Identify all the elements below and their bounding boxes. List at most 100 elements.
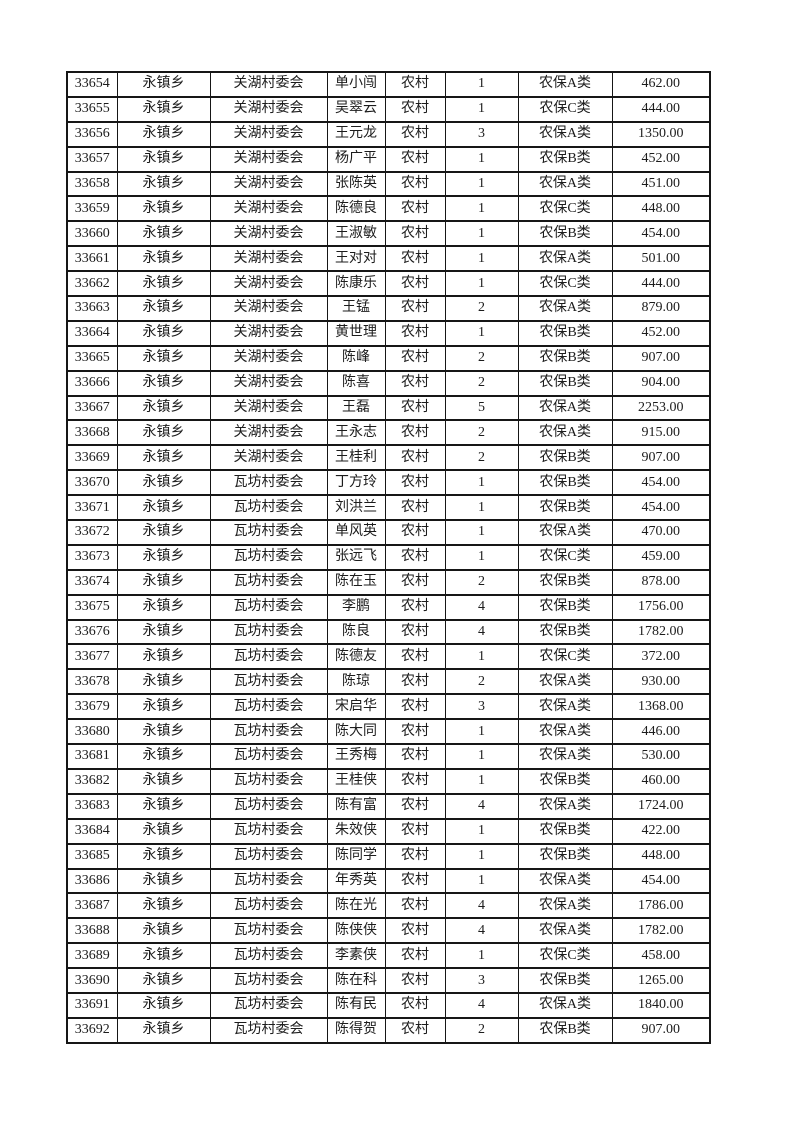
cell-person-name: 王元龙 — [326, 120, 386, 148]
cell-amount: 930.00 — [611, 668, 711, 696]
cell-residence-type: 农村 — [384, 842, 446, 870]
cell-serial-number: 33666 — [66, 369, 118, 397]
table-row: 33656 永镇乡 关湖村委会 王元龙 农村 3 农保A类 1350.00 — [66, 120, 711, 148]
table-row: 33679 永镇乡 瓦坊村委会 宋启华 农村 3 农保A类 1368.00 — [66, 693, 711, 721]
cell-amount: 915.00 — [611, 419, 711, 447]
cell-person-count: 1 — [444, 942, 519, 970]
cell-person-count: 1 — [444, 767, 519, 795]
cell-person-name: 吴翠云 — [326, 95, 386, 123]
cell-serial-number: 33654 — [66, 71, 118, 98]
cell-serial-number: 33665 — [66, 344, 118, 372]
table-row: 33663 永镇乡 关湖村委会 王锰 农村 2 农保A类 879.00 — [66, 295, 711, 322]
cell-person-name: 陈侠侠 — [326, 917, 386, 945]
cell-person-name: 王对对 — [326, 245, 386, 273]
cell-person-name: 单风英 — [326, 519, 386, 546]
cell-township: 永镇乡 — [116, 494, 211, 522]
cell-serial-number: 33684 — [66, 817, 118, 845]
cell-village-committee: 瓦坊村委会 — [209, 519, 328, 546]
cell-township: 永镇乡 — [116, 394, 211, 422]
cell-person-count: 2 — [444, 344, 519, 372]
cell-township: 永镇乡 — [116, 71, 211, 98]
cell-amount: 454.00 — [611, 867, 711, 895]
cell-amount: 530.00 — [611, 743, 711, 770]
table-row: 33673 永镇乡 瓦坊村委会 张远飞 农村 1 农保C类 459.00 — [66, 543, 711, 571]
cell-township: 永镇乡 — [116, 220, 211, 248]
cell-serial-number: 33675 — [66, 593, 118, 621]
cell-person-count: 4 — [444, 991, 519, 1019]
table-row: 33690 永镇乡 瓦坊村委会 陈在科 农村 3 农保B类 1265.00 — [66, 967, 711, 994]
cell-person-name: 王锰 — [326, 295, 386, 322]
cell-village-committee: 瓦坊村委会 — [209, 718, 328, 746]
cell-village-committee: 瓦坊村委会 — [209, 469, 328, 497]
table-row: 33669 永镇乡 关湖村委会 王桂利 农村 2 农保B类 907.00 — [66, 444, 711, 472]
cell-insurance-category: 农保A类 — [517, 71, 613, 98]
cell-insurance-category: 农保A类 — [517, 718, 613, 746]
cell-township: 永镇乡 — [116, 543, 211, 571]
cell-person-count: 1 — [444, 220, 519, 248]
cell-residence-type: 农村 — [384, 195, 446, 223]
cell-person-name: 陈在光 — [326, 892, 386, 920]
cell-amount: 1782.00 — [611, 917, 711, 945]
cell-village-committee: 关湖村委会 — [209, 295, 328, 322]
cell-serial-number: 33657 — [66, 145, 118, 173]
cell-person-count: 1 — [444, 643, 519, 671]
cell-residence-type: 农村 — [384, 543, 446, 571]
cell-township: 永镇乡 — [116, 767, 211, 795]
cell-township: 永镇乡 — [116, 170, 211, 198]
cell-residence-type: 农村 — [384, 718, 446, 746]
cell-insurance-category: 农保B类 — [517, 967, 613, 994]
cell-residence-type: 农村 — [384, 792, 446, 820]
cell-amount: 501.00 — [611, 245, 711, 273]
cell-village-committee: 关湖村委会 — [209, 344, 328, 372]
cell-serial-number: 33669 — [66, 444, 118, 472]
cell-insurance-category: 农保B类 — [517, 842, 613, 870]
cell-village-committee: 瓦坊村委会 — [209, 991, 328, 1019]
table-row: 33692 永镇乡 瓦坊村委会 陈得贺 农村 2 农保B类 907.00 — [66, 1016, 711, 1044]
cell-person-count: 2 — [444, 444, 519, 472]
cell-village-committee: 关湖村委会 — [209, 170, 328, 198]
cell-township: 永镇乡 — [116, 568, 211, 596]
cell-residence-type: 农村 — [384, 917, 446, 945]
table-row: 33666 永镇乡 关湖村委会 陈喜 农村 2 农保B类 904.00 — [66, 369, 711, 397]
cell-amount: 462.00 — [611, 71, 711, 98]
cell-amount: 1756.00 — [611, 593, 711, 621]
cell-residence-type: 农村 — [384, 643, 446, 671]
cell-amount: 1265.00 — [611, 967, 711, 994]
cell-person-name: 单小闯 — [326, 71, 386, 98]
cell-amount: 448.00 — [611, 842, 711, 870]
cell-insurance-category: 农保A类 — [517, 792, 613, 820]
cell-township: 永镇乡 — [116, 743, 211, 770]
cell-insurance-category: 农保A类 — [517, 245, 613, 273]
cell-residence-type: 农村 — [384, 319, 446, 347]
cell-residence-type: 农村 — [384, 444, 446, 472]
cell-village-committee: 瓦坊村委会 — [209, 618, 328, 646]
table-row: 33689 永镇乡 瓦坊村委会 李素侠 农村 1 农保C类 458.00 — [66, 942, 711, 970]
cell-township: 永镇乡 — [116, 718, 211, 746]
cell-insurance-category: 农保B类 — [517, 444, 613, 472]
cell-insurance-category: 农保C类 — [517, 270, 613, 298]
table-row: 33686 永镇乡 瓦坊村委会 年秀英 农村 1 农保A类 454.00 — [66, 867, 711, 895]
cell-village-committee: 瓦坊村委会 — [209, 817, 328, 845]
cell-amount: 458.00 — [611, 942, 711, 970]
cell-insurance-category: 农保C类 — [517, 195, 613, 223]
cell-person-count: 1 — [444, 867, 519, 895]
table-row: 33662 永镇乡 关湖村委会 陈康乐 农村 1 农保C类 444.00 — [66, 270, 711, 298]
cell-residence-type: 农村 — [384, 1016, 446, 1044]
cell-insurance-category: 农保A类 — [517, 668, 613, 696]
cell-serial-number: 33667 — [66, 394, 118, 422]
cell-residence-type: 农村 — [384, 71, 446, 98]
table-row: 33674 永镇乡 瓦坊村委会 陈在玉 农村 2 农保B类 878.00 — [66, 568, 711, 596]
table-row: 33676 永镇乡 瓦坊村委会 陈良 农村 4 农保B类 1782.00 — [66, 618, 711, 646]
cell-township: 永镇乡 — [116, 145, 211, 173]
cell-serial-number: 33688 — [66, 917, 118, 945]
cell-residence-type: 农村 — [384, 942, 446, 970]
cell-person-count: 1 — [444, 842, 519, 870]
cell-township: 永镇乡 — [116, 469, 211, 497]
cell-insurance-category: 农保C类 — [517, 95, 613, 123]
cell-township: 永镇乡 — [116, 842, 211, 870]
cell-serial-number: 33676 — [66, 618, 118, 646]
cell-residence-type: 农村 — [384, 295, 446, 322]
cell-person-name: 李素侠 — [326, 942, 386, 970]
cell-residence-type: 农村 — [384, 693, 446, 721]
